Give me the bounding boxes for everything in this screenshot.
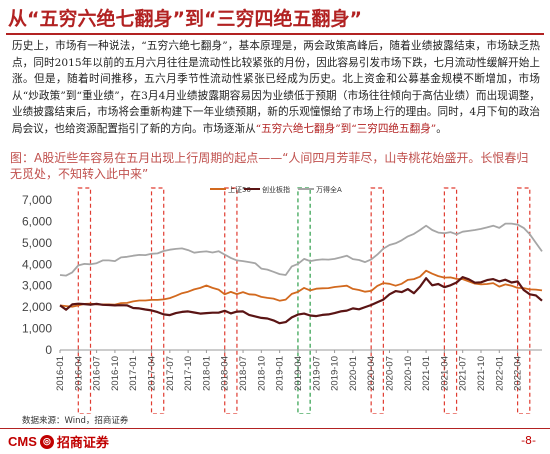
legend-label: 万得全A xyxy=(316,185,342,194)
x-tick-label: 2017-10 xyxy=(183,356,194,391)
y-tick-label: 0 xyxy=(45,343,52,357)
x-tick-label: 2019-10 xyxy=(330,356,341,391)
x-tick-label: 2021-01 xyxy=(421,356,432,391)
body-text-mid: 从 xyxy=(245,122,256,135)
x-tick-label: 2021-04 xyxy=(439,356,450,391)
x-tick-label: 2019-01 xyxy=(275,356,286,391)
title-divider xyxy=(6,33,544,35)
y-tick-label: 7,000 xyxy=(22,193,52,207)
x-tick-label: 2018-01 xyxy=(201,356,212,391)
body-text-highlight: “五穷六绝七翻身”到“三穷四绝五翻身” xyxy=(255,122,437,135)
y-tick-label: 4,000 xyxy=(22,257,52,271)
chart-legend: 上证50 创业板指 万得全A xyxy=(210,185,342,194)
x-tick-label: 2018-07 xyxy=(238,356,249,391)
x-tick-label: 2021-07 xyxy=(458,356,469,391)
chart-caption: 图：A股近些年容易在五月出现上行周期的起点——“人间四月芳菲尽，山寺桃花始盛开。… xyxy=(10,151,529,181)
series-line-2 xyxy=(59,222,543,277)
x-tick-label: 2017-01 xyxy=(128,356,139,391)
logo-badge-icon: ◎ xyxy=(39,434,54,449)
body-text-end: 。 xyxy=(436,122,447,135)
x-axis: 2016-01 2016-04 2016-07 2016-10 2017-01 2017-… xyxy=(55,349,542,391)
x-tick-label: 2016-07 xyxy=(92,356,103,391)
series-lines xyxy=(59,222,543,325)
legend-label: 创业板指 xyxy=(262,185,290,194)
x-tick-label: 2019-04 xyxy=(293,356,304,391)
line-chart: 0 1,000 2,000 3,000 4,000 5,000 6,000 7,000 201… xyxy=(22,185,543,414)
x-tick-label: 2020-01 xyxy=(348,356,359,391)
data-source: 数据来源：Wind，招商证券 xyxy=(22,416,129,426)
series-line-0 xyxy=(59,269,543,308)
x-tick-label: 2021-10 xyxy=(476,356,487,391)
x-tick-label: 2018-04 xyxy=(220,356,231,391)
x-tick-label: 2022-04 xyxy=(513,356,524,391)
y-tick-label: 3,000 xyxy=(22,279,52,293)
logo-cn: 招商证券 xyxy=(56,435,109,450)
legend-label: 上证50 xyxy=(228,185,251,194)
body-paragraph: 历史上，市场有一种说法，“五穷六绝七翻身”，基本原理是，两会政策高峰后，随着业绩… xyxy=(12,38,540,138)
page-title: 从“五穷六绝七翻身”到“三穷四绝五翻身” xyxy=(8,8,362,30)
x-tick-label: 2020-10 xyxy=(403,356,414,391)
x-tick-label: 2019-07 xyxy=(311,356,322,391)
footer-divider xyxy=(0,428,550,429)
y-tick-label: 6,000 xyxy=(22,214,52,228)
x-tick-label: 2018-10 xyxy=(256,356,267,391)
y-axis: 0 1,000 2,000 3,000 4,000 5,000 6,000 7,000 xyxy=(22,193,52,357)
x-tick-label: 2017-07 xyxy=(165,356,176,391)
y-tick-label: 1,000 xyxy=(22,322,52,336)
x-tick-label: 2020-04 xyxy=(366,356,377,391)
x-tick-label: 2016-04 xyxy=(73,356,84,391)
x-tick-label: 2020-07 xyxy=(384,356,395,391)
page-number: -8- xyxy=(521,434,536,447)
y-tick-label: 2,000 xyxy=(22,300,52,314)
series-line-1 xyxy=(59,276,543,325)
x-tick-label: 2017-04 xyxy=(147,356,158,391)
x-tick-label: 2022-01 xyxy=(494,356,505,391)
body-text-main: 历史上，市场有一种说法，“五穷六绝七翻身”，基本原理是，两会政策高峰后，随着业绩… xyxy=(12,40,540,135)
x-tick-label: 2016-10 xyxy=(110,356,121,391)
logo-text: CMS xyxy=(8,434,37,449)
y-tick-label: 5,000 xyxy=(22,236,52,250)
x-tick-label: 2016-01 xyxy=(55,356,66,391)
company-logo: CMS ◎ 招商证券 xyxy=(8,432,109,451)
